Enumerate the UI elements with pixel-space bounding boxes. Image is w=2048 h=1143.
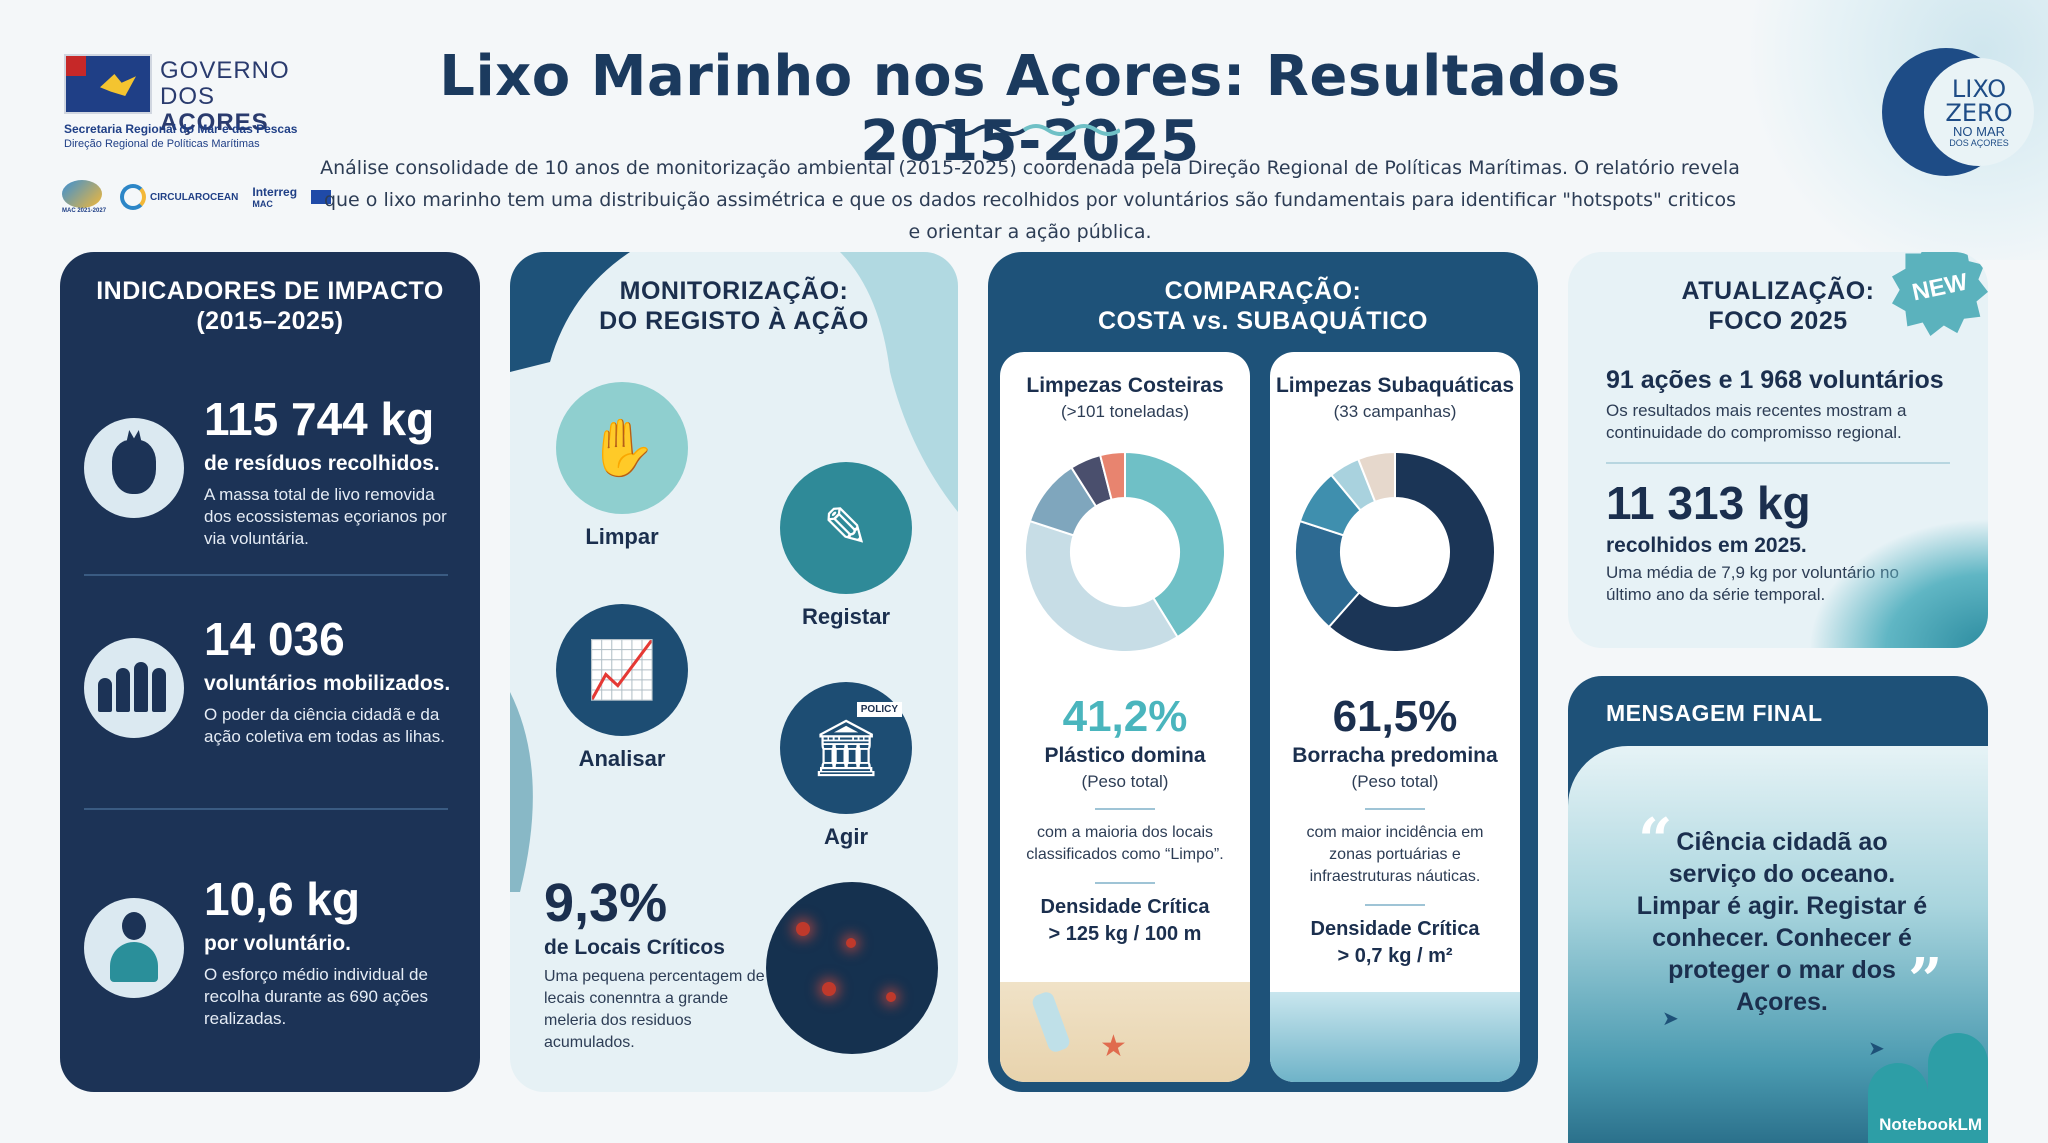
hand-bottle-icon: ✋ [556, 382, 688, 514]
coastal-cleanups-card: Limpezas Costeiras (>101 toneladas) 41,2… [1000, 352, 1250, 1082]
title-wave-icon [928, 124, 1120, 136]
partner-interreg-logo: Interreg MAC [252, 185, 298, 209]
divider [1095, 882, 1155, 884]
secretaria-label: Secretaria Regional do Mar e das Pescas [64, 122, 298, 136]
donut-slice-1-4 [1356, 450, 1396, 504]
divider [84, 808, 448, 810]
coral-icon [1928, 1033, 1988, 1143]
step-limpar: ✋ Limpar [556, 382, 688, 550]
close-quote-icon: ” [1908, 946, 1943, 1016]
partner-mac-logo: MAC 2021-2027 [62, 180, 106, 214]
water-decoration [510, 252, 958, 892]
underwater-donut-chart [1294, 450, 1496, 653]
update-title: ATUALIZAÇÃO: FOCO 2025 [1681, 277, 1875, 335]
direcao-label: Direção Regional de Políticas Marítimas [64, 138, 260, 150]
donut-slice-0-4 [1098, 450, 1126, 501]
critical-sites-desc: Uma pequena percentagem de lecais conenn… [544, 968, 765, 1051]
step-registar: ✎ Registar [780, 462, 912, 630]
trash-bag-icon [84, 418, 184, 518]
eu-flag-icon [311, 190, 332, 204]
volunteer-icon [84, 898, 184, 998]
coastal-donut-chart [1024, 450, 1226, 653]
donut-slice-1-0 [1327, 450, 1496, 653]
divider [1365, 904, 1425, 906]
intro-paragraph: Análise consolidade de 10 anos de monito… [320, 157, 1740, 243]
comparison-title: COMPARAÇÃO: COSTA vs. SUBAQUÁTICO [1098, 277, 1428, 335]
wave-decoration [1808, 518, 1988, 648]
government-name: GOVERNO DOS AÇORES [160, 57, 290, 136]
open-quote-icon: “ [1638, 806, 1673, 876]
partner-logos: MAC 2021-2027 CIRCULAROCEAN Interreg MAC [62, 180, 332, 214]
monitoring-panel: MONITORIZAÇÃO: DO REGISTO À AÇÃO ✋ Limpa… [510, 252, 958, 1092]
partner-circularocean-logo: CIRCULAROCEAN [120, 184, 238, 210]
fish-icon: ➤ [1662, 1008, 1679, 1030]
fish-icon: ➤ [1868, 1038, 1885, 1060]
divider [1606, 462, 1950, 464]
notebooklm-watermark: NotebookLM [1879, 1115, 1982, 1134]
underwater-cleanups-card: Limpezas Subaquáticas (33 campanhas) 61,… [1270, 352, 1520, 1082]
update-2025-panel: ATUALIZAÇÃO: FOCO 2025 NEW 91 ações e 1 … [1568, 252, 1988, 648]
donut-slice-0-1 [1024, 519, 1179, 653]
kg-2025-value: 11 313 kg [1606, 477, 1811, 529]
donut-slice-0-0 [1124, 450, 1226, 639]
mac-emblem-icon [62, 180, 102, 208]
underwater-percent: 61,5% [1332, 692, 1458, 741]
critical-sites-label: de Locais Críticos [544, 936, 725, 959]
impact-indicators-panel: INDICADORES DE IMPACTO (2015–2025) 115 7… [60, 252, 480, 1092]
final-quote: Ciência cidadã ao serviço do oceano. Lim… [1636, 828, 1928, 1016]
comparison-panel: COMPARAÇÃO: COSTA vs. SUBAQUÁTICO Limpez… [988, 252, 1538, 1092]
azores-flag-icon [64, 54, 152, 114]
policy-building-icon: 🏛 POLICY [780, 682, 912, 814]
hotspot-map-icon [766, 882, 938, 1054]
circular-ring-icon [120, 184, 147, 210]
page-title: Lixo Marinho nos Açores: Resultados 2015… [439, 44, 1621, 174]
critical-sites-percent: 9,3% [544, 873, 668, 933]
chart-screen-icon: 📈 [556, 604, 688, 736]
divider [1365, 808, 1425, 810]
final-message-title: MENSAGEM FINAL [1606, 700, 1823, 726]
coastal-percent: 41,2% [1062, 692, 1188, 741]
coral-icon [1868, 1063, 1928, 1143]
people-group-icon [84, 638, 184, 738]
tablet-writing-icon: ✎ [780, 462, 912, 594]
lixo-zero-badge: LIXO ZERO NO MAR DOS AÇORES [1882, 48, 2034, 176]
monitoring-title: MONITORIZAÇÃO: DO REGISTO À AÇÃO [599, 277, 869, 335]
seafloor-decoration [1270, 992, 1520, 1082]
divider [84, 574, 448, 576]
divider [1095, 808, 1155, 810]
step-agir: 🏛 POLICY Agir [780, 682, 912, 850]
step-analisar: 📈 Analisar [556, 604, 688, 772]
impact-title: INDICADORES DE IMPACTO (2015–2025) [96, 277, 444, 335]
starfish-icon: ★ [1100, 1030, 1127, 1063]
final-message-panel: MENSAGEM FINAL “ Ciência cidadã ao servi… [1568, 676, 1988, 1143]
